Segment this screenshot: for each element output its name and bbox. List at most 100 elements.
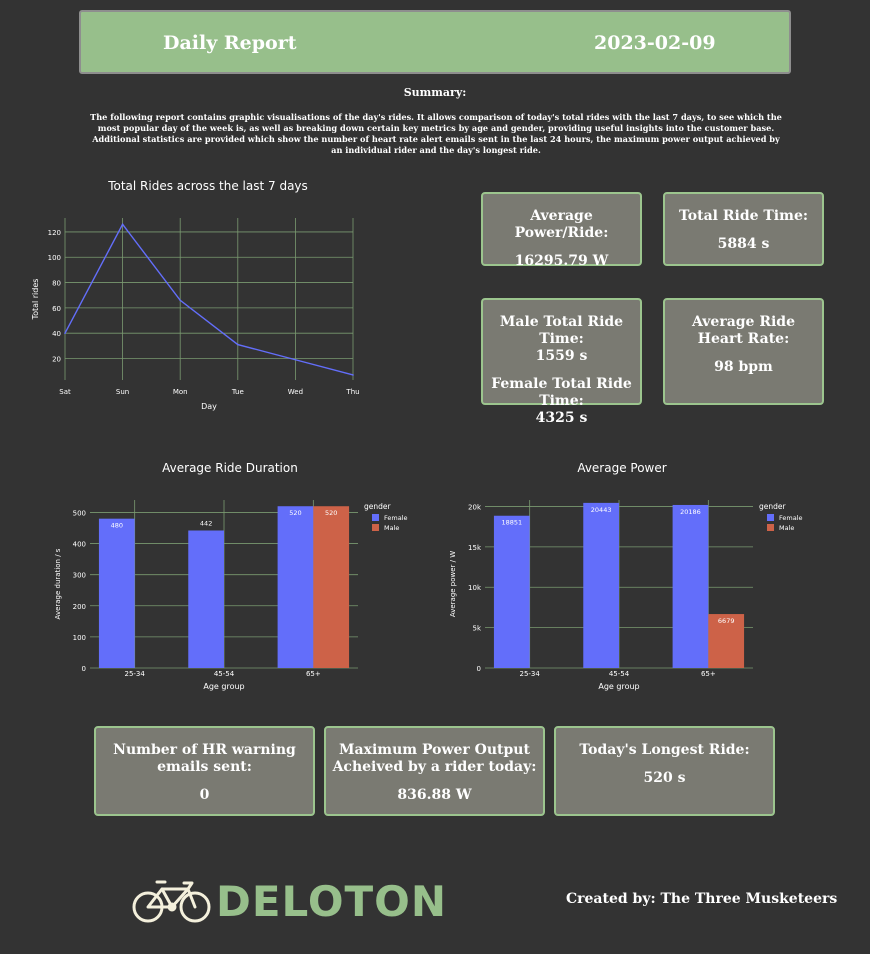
total-ride-time-label: Total Ride Time: [678,208,809,224]
power-bar-male [708,614,745,668]
duration-bar-label: 520 [325,509,337,517]
report-date: 2023-02-09 [594,32,716,54]
rides-xtick: Mon [173,388,188,396]
longest-ride-card: Today's Longest Ride: 520 s [554,726,775,816]
rides-point [64,332,66,334]
duration-bar-label: 480 [111,522,123,530]
duration-bar-label: 442 [200,519,212,527]
rides-point [352,374,354,376]
rides-series-line [64,223,354,376]
credit-text: Created by: The Three Musketeers [566,891,838,907]
rides-xlabel: Day [201,402,217,411]
rides-ytick: 60 [52,305,61,313]
power-bar-female [493,515,530,668]
avg-power-card: Average Power/Ride: 16295.79 W [481,192,642,269]
power-ylabel: Average power / W [449,551,457,617]
duration-ytick: 400 [73,541,86,549]
total-ride-time-card: Total Ride Time: 5884 s [663,192,824,266]
rides-ylabel: Total rides [31,279,40,321]
power-xtick: 45-54 [609,670,630,678]
rides-ytick: 20 [52,355,61,363]
power-chart-title: Average Power [577,461,667,475]
power-ytick: 15k [468,544,482,552]
duration-chart-title: Average Ride Duration [162,461,298,475]
hr-emails-card: Number of HR warning emails sent: 0 [94,726,315,816]
female-ride-time-label: Female Total Ride Time: [491,376,632,409]
hr-emails-value: 0 [199,787,210,803]
power-legend-item: Male [779,524,794,532]
max-power-label: Maximum Power Output Acheived by a rider… [332,742,537,775]
rides-xtick: Sat [59,388,71,396]
duration-bar-female [98,518,135,668]
rides-point [237,343,239,346]
duration-bar-label: 520 [289,509,301,517]
power-xtick: 65+ [701,670,716,678]
power-bar-label: 6679 [718,617,735,625]
avg-power-label: Average Power/Ride: [514,208,609,241]
power-chart: 0 5k 10k 15k 20k 25-34 45-54 65+ 18851 20443 20186… [449,500,803,691]
power-bar-label: 20443 [591,506,612,514]
longest-ride-value: 520 s [643,770,686,786]
duration-xtick: 65+ [306,670,321,678]
rides-ytick: 40 [52,330,61,338]
male-ride-time-label: Male Total Ride Time: [499,314,624,347]
power-ytick: 0 [477,665,481,673]
duration-bar-female [277,506,314,668]
power-bar-female [672,504,709,668]
rides-point [294,358,297,361]
duration-legend-swatch [372,524,379,531]
rides-xtick: Tue [231,388,244,396]
power-bar-female [583,502,619,668]
total-ride-time-value: 5884 s [717,236,770,252]
max-power-card: Maximum Power Output Acheived by a rider… [324,726,545,816]
duration-ytick: 100 [73,634,86,642]
power-bar-label: 20186 [680,508,701,516]
duration-ylabel: Average duration / s [54,548,62,619]
duration-ytick: 200 [73,603,86,611]
power-xtick: 25-34 [519,670,540,678]
heart-rate-value: 98 bpm [714,359,773,375]
duration-xlabel: Age group [203,682,244,691]
rides-chart: 20 40 60 80 100 120 Sat Sun Mon Tue Wed Thu Day Total… [31,218,360,411]
duration-legend-title: gender [364,502,392,511]
duration-bar-female [188,530,224,668]
report-banner: Daily Report 2023-02-09 [79,10,791,74]
duration-ytick: 500 [73,509,86,517]
rides-ytick: 100 [48,254,61,262]
duration-ytick: 300 [73,572,86,580]
summary-heading: Summary: [403,86,467,99]
rides-chart-title: Total Rides across the last 7 days [108,179,308,193]
power-ytick: 5k [472,625,481,633]
power-xlabel: Age group [598,682,639,691]
rides-point [121,223,124,226]
duration-bar-male [313,506,350,668]
power-bar-label: 18851 [501,519,522,527]
rides-ytick: 120 [48,229,61,237]
rides-point [179,299,181,302]
duration-legend-swatch [372,514,379,521]
rides-xtick: Thu [345,388,359,396]
report-title: Daily Report [163,32,297,54]
brand-name: DELOTON [216,876,448,926]
power-ytick: 20k [468,503,482,511]
power-legend-swatch [767,524,774,531]
rides-xtick: Sun [116,388,129,396]
duration-legend-item: Male [384,524,399,532]
duration-xtick: 45-54 [214,670,235,678]
power-ytick: 10k [468,584,482,592]
duration-ytick: 0 [82,665,86,673]
female-ride-time-value: 4325 s [535,410,588,426]
male-ride-time-value: 1559 s [535,348,588,364]
longest-ride-label: Today's Longest Ride: [579,742,750,758]
power-legend-title: gender [759,502,787,511]
power-legend-item: Female [779,514,803,522]
avg-power-value: 16295.79 W [514,253,609,269]
brand-logo: DELOTON [132,876,447,926]
summary-text: The following report contains graphic vi… [90,112,782,155]
duration-legend-item: Female [384,514,408,522]
duration-chart: 0 100 200 300 400 500 25-34 45-54 65+ 480 442 520 52… [54,500,408,691]
rides-xtick: Wed [288,388,303,396]
max-power-value: 836.88 W [397,787,472,803]
duration-xtick: 25-34 [124,670,145,678]
power-legend-swatch [767,514,774,521]
